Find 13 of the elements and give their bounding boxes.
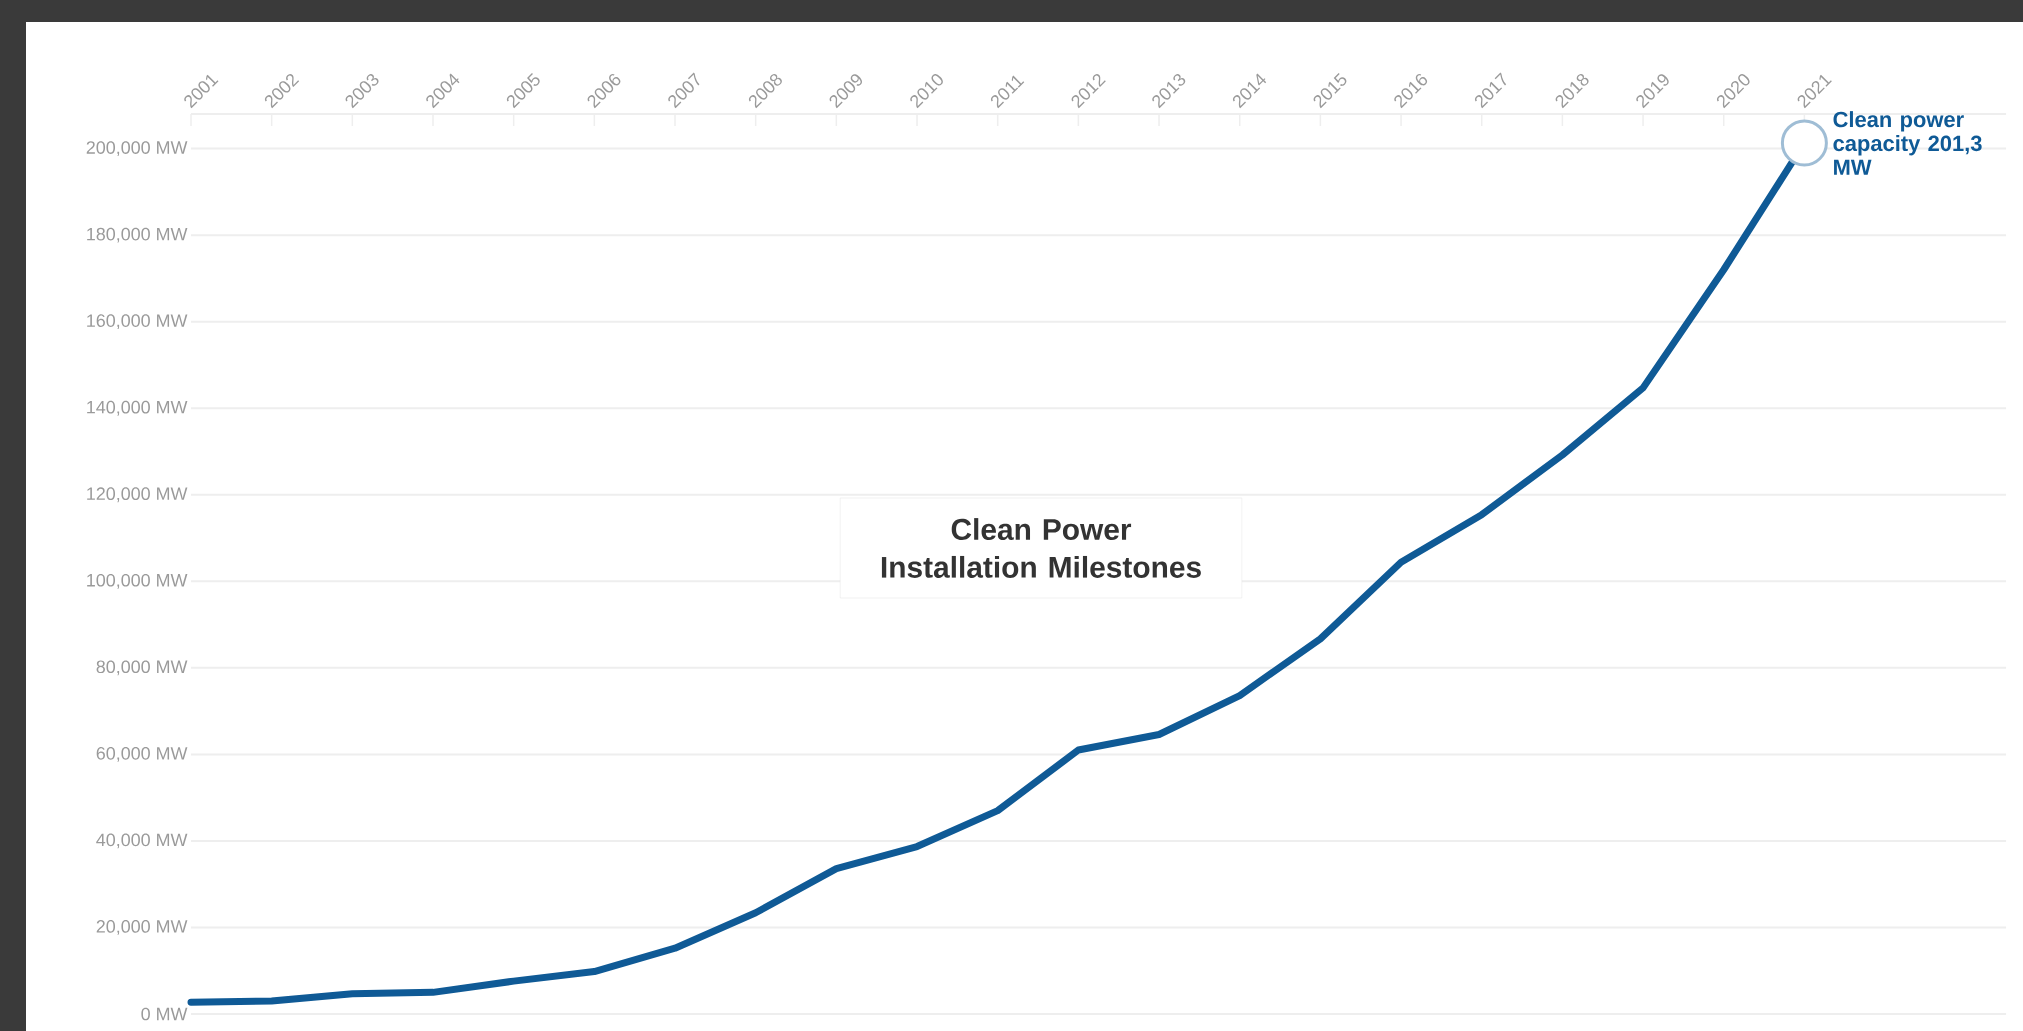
y-tick-label: 0 MW [141,1007,188,1021]
y-tick-label: 100,000 MW [87,573,188,589]
y-tick-label: 140,000 MW [87,400,188,416]
y-tick-label: 120,000 MW [87,487,188,503]
y-tick-label: 180,000 MW [87,227,188,243]
y-tick-label: 80,000 MW [96,660,188,676]
y-tick-label: 40,000 MW [96,833,188,849]
text: Clean Power Installation Milestones [881,518,1201,578]
y-tick-label: 200,000 MW [86,141,188,157]
y-tick-label: 20,000 MW [96,920,188,935]
y-tick-label: 60,000 MW [96,746,188,762]
annotation: Clean power capacity 201,3 MW [1833,111,1982,175]
y-tick-label: 160,000 MW [87,314,188,330]
